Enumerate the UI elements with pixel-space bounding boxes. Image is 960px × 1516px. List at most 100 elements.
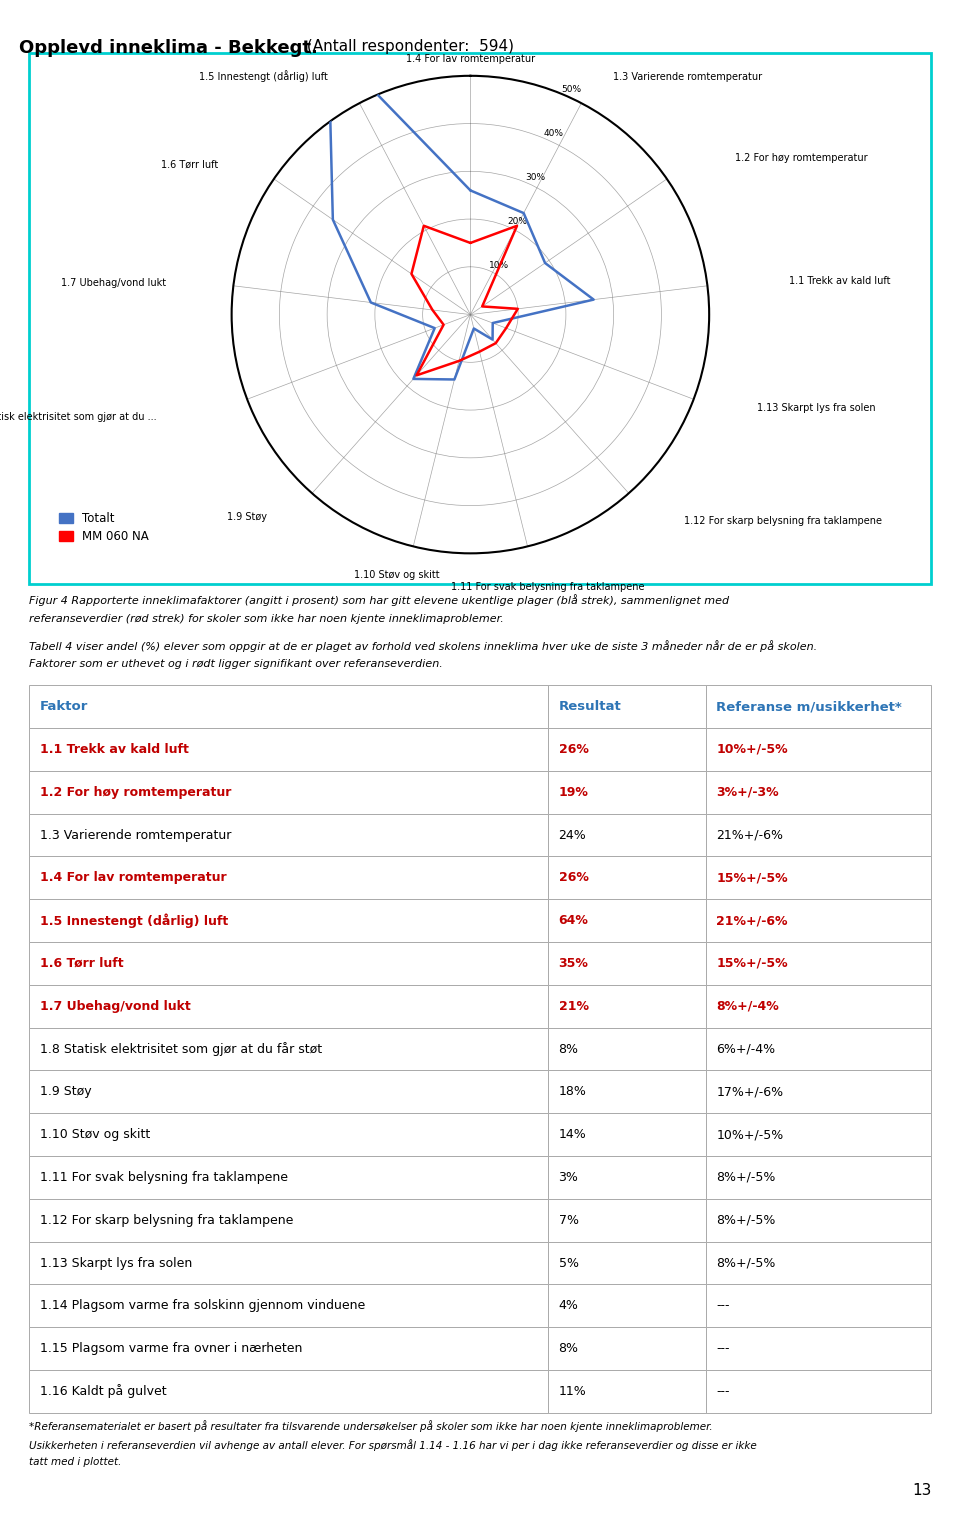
Bar xyxy=(547,899,706,941)
Bar xyxy=(706,941,931,985)
Text: 21%+/-6%: 21%+/-6% xyxy=(716,914,788,928)
Text: 1.15 Plagsom varme fra ovner i nærheten: 1.15 Plagsom varme fra ovner i nærheten xyxy=(39,1342,302,1355)
Text: 26%: 26% xyxy=(559,743,588,756)
Bar xyxy=(29,941,547,985)
Text: *Referansematerialet er basert på resultater fra tilsvarende undersøkelser på sk: *Referansematerialet er basert på result… xyxy=(29,1420,712,1433)
Text: 1.2 For høy romtemperatur: 1.2 For høy romtemperatur xyxy=(735,153,868,162)
Bar xyxy=(706,1070,931,1113)
Text: 1.3 Varierende romtemperatur: 1.3 Varierende romtemperatur xyxy=(613,71,762,82)
Bar xyxy=(706,685,931,728)
Text: ---: --- xyxy=(716,1386,730,1398)
Bar xyxy=(706,1113,931,1157)
Text: 14%: 14% xyxy=(559,1128,587,1142)
Text: 1.7 Ubehag/vond lukt: 1.7 Ubehag/vond lukt xyxy=(39,999,190,1013)
Bar xyxy=(29,985,547,1028)
Text: 5%: 5% xyxy=(559,1257,579,1269)
Text: referanseverdier (rød strek) for skoler som ikke har noen kjente inneklimaproble: referanseverdier (rød strek) for skoler … xyxy=(29,614,504,625)
Text: 35%: 35% xyxy=(559,957,588,970)
Bar xyxy=(29,1284,547,1328)
Text: 1.11 For svak belysning fra taklampene: 1.11 For svak belysning fra taklampene xyxy=(450,582,644,593)
Bar xyxy=(706,1242,931,1284)
Text: 8%+/-5%: 8%+/-5% xyxy=(716,1257,776,1269)
Bar xyxy=(29,770,547,814)
Text: Faktor: Faktor xyxy=(39,700,88,713)
Text: 1.12 For skarp belysning fra taklampene: 1.12 For skarp belysning fra taklampene xyxy=(684,515,881,526)
Bar xyxy=(29,728,547,770)
Bar xyxy=(706,985,931,1028)
Bar xyxy=(547,1328,706,1370)
Text: Opplevd inneklima - Bekkegt.: Opplevd inneklima - Bekkegt. xyxy=(19,39,318,58)
Text: 1.8 Statisk elektrisitet som gjør at du ...: 1.8 Statisk elektrisitet som gjør at du … xyxy=(0,412,156,421)
Bar xyxy=(547,1157,706,1199)
Bar xyxy=(547,1242,706,1284)
Text: 1.12 For skarp belysning fra taklampene: 1.12 For skarp belysning fra taklampene xyxy=(39,1214,293,1226)
Text: 8%+/-5%: 8%+/-5% xyxy=(716,1214,776,1226)
Text: 7%: 7% xyxy=(559,1214,579,1226)
Text: 1.5 Innestengt (dårlig) luft: 1.5 Innestengt (dårlig) luft xyxy=(199,70,327,82)
Bar xyxy=(706,814,931,857)
Text: Usikkerheten i referanseverdien vil avhenge av antall elever. For spørsmål 1.14 : Usikkerheten i referanseverdien vil avhe… xyxy=(29,1439,756,1451)
Text: 15%+/-5%: 15%+/-5% xyxy=(716,872,788,884)
Text: 21%+/-6%: 21%+/-6% xyxy=(716,829,783,841)
Legend: Totalt, MM 060 NA: Totalt, MM 060 NA xyxy=(54,508,154,547)
Bar xyxy=(706,857,931,899)
Bar xyxy=(29,1199,547,1242)
Bar xyxy=(706,1157,931,1199)
Text: 24%: 24% xyxy=(559,829,587,841)
Text: 8%+/-4%: 8%+/-4% xyxy=(716,999,780,1013)
Text: 8%: 8% xyxy=(559,1043,579,1055)
Bar xyxy=(29,857,547,899)
Text: 1.11 For svak belysning fra taklampene: 1.11 For svak belysning fra taklampene xyxy=(39,1170,288,1184)
Text: 1.13 Skarpt lys fra solen: 1.13 Skarpt lys fra solen xyxy=(39,1257,192,1269)
Text: 11%: 11% xyxy=(559,1386,587,1398)
Text: 18%: 18% xyxy=(559,1085,587,1099)
Text: Figur 4 Rapporterte inneklimafaktorer (angitt i prosent) som har gitt elevene uk: Figur 4 Rapporterte inneklimafaktorer (a… xyxy=(29,594,729,606)
Bar xyxy=(547,814,706,857)
Bar xyxy=(29,1370,547,1413)
Bar xyxy=(547,1070,706,1113)
Bar xyxy=(547,1199,706,1242)
Text: Faktorer som er uthevet og i rødt ligger signifikant over referanseverdien.: Faktorer som er uthevet og i rødt ligger… xyxy=(29,659,443,670)
Text: 1.7 Ubehag/vond lukt: 1.7 Ubehag/vond lukt xyxy=(60,277,166,288)
Text: 17%+/-6%: 17%+/-6% xyxy=(716,1085,783,1099)
Text: 26%: 26% xyxy=(559,872,588,884)
Bar xyxy=(706,1370,931,1413)
Text: 8%: 8% xyxy=(559,1342,579,1355)
Bar xyxy=(706,1284,931,1328)
Bar xyxy=(547,770,706,814)
Text: 1.14 Plagsom varme fra solskinn gjennom vinduene: 1.14 Plagsom varme fra solskinn gjennom … xyxy=(39,1299,365,1313)
Text: 1.4 For lav romtemperatur: 1.4 For lav romtemperatur xyxy=(406,55,535,64)
Text: 1.5 Innestengt (dårlig) luft: 1.5 Innestengt (dårlig) luft xyxy=(39,913,228,928)
Bar xyxy=(547,1113,706,1157)
Text: 1.8 Statisk elektrisitet som gjør at du får støt: 1.8 Statisk elektrisitet som gjør at du … xyxy=(39,1041,322,1057)
Bar xyxy=(29,1242,547,1284)
Text: 1.2 For høy romtemperatur: 1.2 For høy romtemperatur xyxy=(39,785,231,799)
Text: ---: --- xyxy=(716,1299,730,1313)
Text: 13: 13 xyxy=(912,1483,931,1498)
Bar xyxy=(547,685,706,728)
Bar xyxy=(706,1328,931,1370)
Text: 1.16 Kaldt på gulvet: 1.16 Kaldt på gulvet xyxy=(39,1384,166,1398)
Text: tatt med i plottet.: tatt med i plottet. xyxy=(29,1457,121,1467)
Text: Resultat: Resultat xyxy=(559,700,621,713)
Bar xyxy=(547,728,706,770)
Bar xyxy=(29,1328,547,1370)
Text: 8%+/-5%: 8%+/-5% xyxy=(716,1170,776,1184)
Bar xyxy=(706,899,931,941)
Text: ---: --- xyxy=(716,1342,730,1355)
Text: 1.6 Tørr luft: 1.6 Tørr luft xyxy=(39,957,123,970)
Text: Referanse m/usikkerhet*: Referanse m/usikkerhet* xyxy=(716,700,902,713)
Text: 1.1 Trekk av kald luft: 1.1 Trekk av kald luft xyxy=(39,743,188,756)
Text: 1.13 Skarpt lys fra solen: 1.13 Skarpt lys fra solen xyxy=(757,403,876,412)
Bar xyxy=(29,814,547,857)
Bar xyxy=(706,1199,931,1242)
Text: 10%+/-5%: 10%+/-5% xyxy=(716,743,788,756)
Text: 21%: 21% xyxy=(559,999,588,1013)
Text: 1.9 Støy: 1.9 Støy xyxy=(227,511,267,522)
Bar xyxy=(29,1157,547,1199)
Bar xyxy=(547,1028,706,1070)
Text: 6%+/-4%: 6%+/-4% xyxy=(716,1043,776,1055)
Text: 64%: 64% xyxy=(559,914,588,928)
Text: 4%: 4% xyxy=(559,1299,578,1313)
Text: 3%+/-3%: 3%+/-3% xyxy=(716,785,780,799)
